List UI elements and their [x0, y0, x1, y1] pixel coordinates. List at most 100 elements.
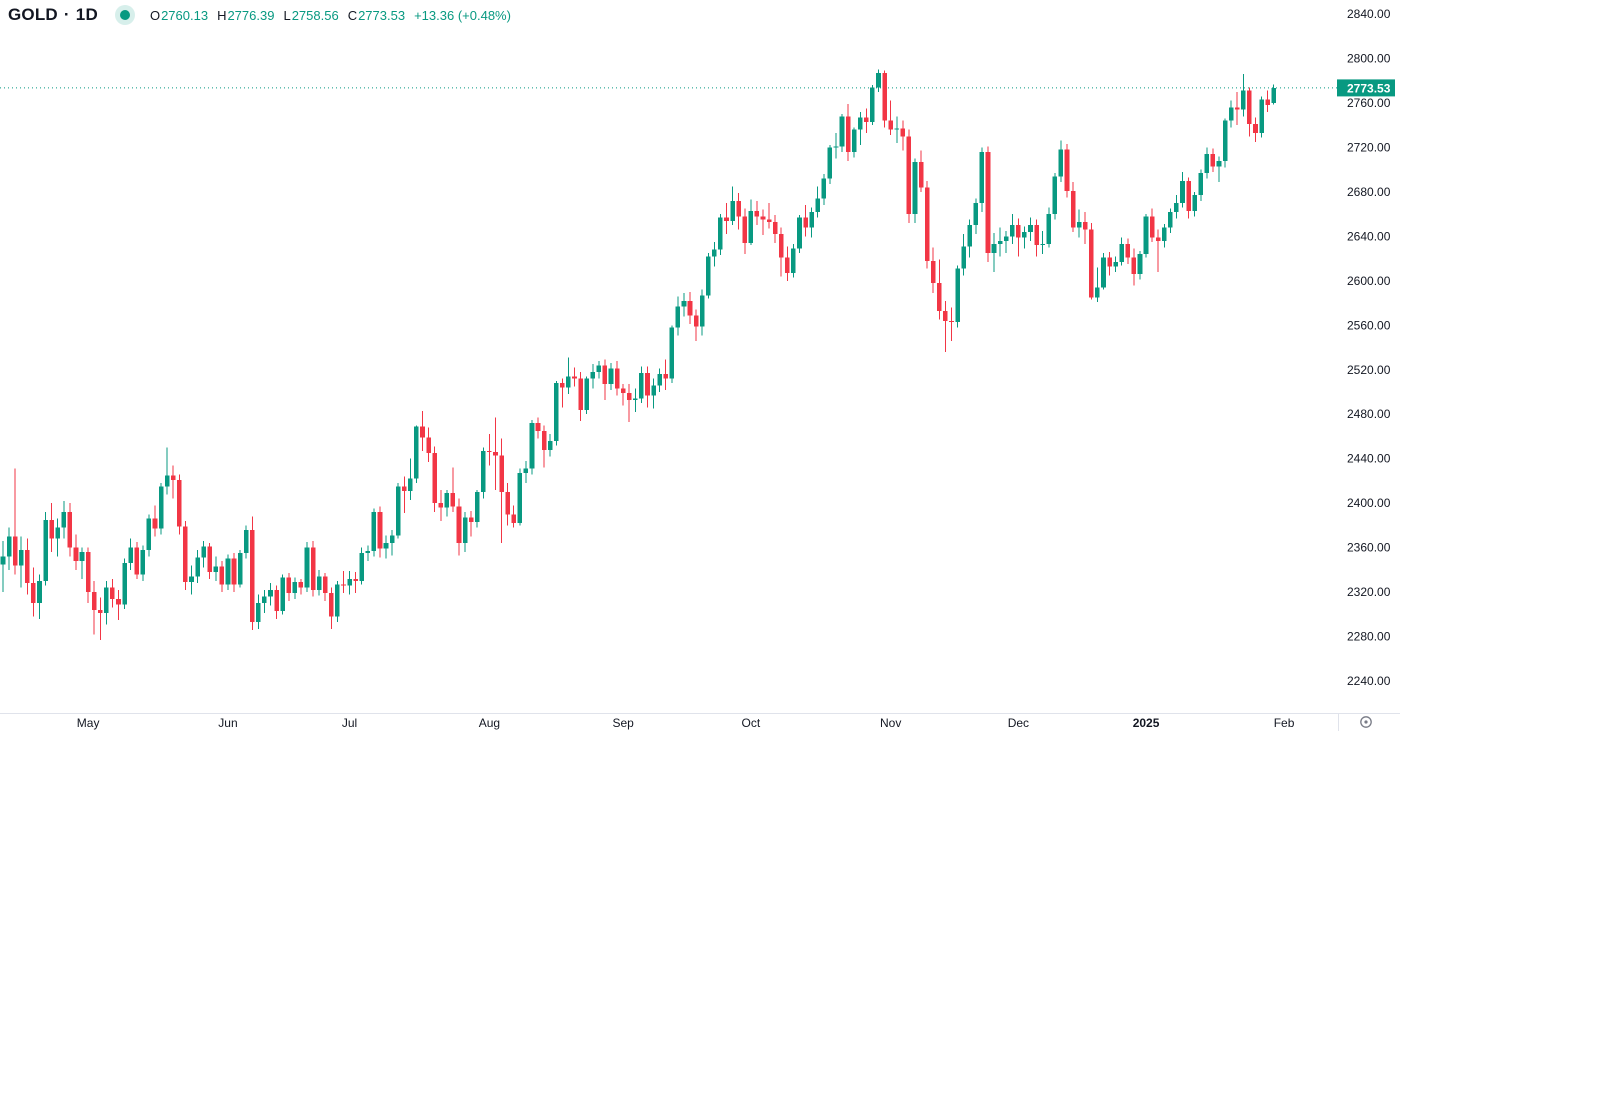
candle-body — [560, 383, 565, 388]
symbol-name[interactable]: GOLD — [8, 5, 58, 24]
candle-body — [499, 455, 504, 493]
candle-body — [1241, 90, 1246, 110]
candle-body — [821, 178, 827, 199]
candle — [225, 554, 231, 590]
candle-body — [900, 128, 906, 137]
candle-body — [985, 151, 991, 254]
candle — [55, 518, 61, 557]
candle — [596, 360, 602, 379]
candle-body — [49, 519, 54, 539]
candle-body — [639, 373, 644, 399]
candle-body — [906, 136, 912, 215]
candle-body — [1119, 244, 1125, 262]
candle-body — [1022, 231, 1027, 238]
candle — [110, 578, 115, 608]
candle — [973, 198, 979, 235]
candle — [967, 219, 973, 258]
time-axis[interactable]: May Jun Jul Aug Sep Oct Nov Dec 2025 Feb — [0, 714, 1338, 731]
settings-icon[interactable] — [1360, 716, 1372, 728]
candle — [122, 558, 127, 609]
series-marker-icon[interactable] — [114, 4, 136, 26]
candle-body — [18, 549, 24, 566]
candle-body — [864, 117, 869, 122]
candle — [183, 520, 188, 590]
candle — [705, 253, 711, 299]
candle-body — [912, 161, 918, 215]
candle-body — [718, 217, 723, 250]
candle — [322, 573, 328, 601]
candle — [1052, 172, 1058, 220]
candle-body — [608, 368, 614, 385]
candle-body — [675, 306, 681, 328]
candle — [1259, 96, 1264, 138]
candle — [505, 483, 510, 526]
candle — [1228, 100, 1234, 128]
candle — [389, 529, 395, 556]
candle-body — [365, 550, 371, 554]
candle-body — [347, 578, 352, 586]
candle-body — [243, 529, 249, 554]
time-tick-label: Jul — [342, 716, 357, 730]
candle-body — [414, 426, 419, 479]
settings-icon-dot — [1364, 720, 1368, 724]
candle — [645, 366, 650, 408]
candle — [633, 388, 638, 412]
candle — [43, 512, 48, 586]
candle-body — [1095, 287, 1100, 298]
candle — [614, 360, 620, 396]
candle — [249, 516, 255, 630]
candle-body — [195, 557, 200, 577]
candle-body — [687, 300, 693, 316]
candle-body — [523, 468, 529, 474]
candle-body — [1131, 257, 1137, 275]
candle — [876, 69, 881, 92]
candle-body — [1234, 107, 1240, 110]
candle — [943, 300, 948, 352]
candle — [833, 132, 839, 159]
candle — [408, 458, 413, 500]
candle — [937, 259, 942, 320]
candle — [12, 468, 18, 575]
candle — [1168, 208, 1173, 234]
candle-body — [845, 116, 851, 152]
candle — [456, 498, 462, 556]
candle — [1198, 169, 1204, 201]
time-tick-label: Nov — [880, 716, 901, 730]
candle-body — [839, 116, 845, 147]
candle — [316, 569, 322, 596]
candle — [1101, 253, 1106, 290]
candle-body — [487, 450, 492, 453]
candle — [1143, 214, 1149, 258]
candle-body — [359, 553, 365, 581]
candle — [1095, 267, 1100, 302]
candle-body — [876, 72, 881, 88]
candle-body — [1247, 90, 1252, 125]
price-axis[interactable]: 2840.00 2800.00 2760.00 2720.00 2680.00 2640.… — [1338, 0, 1400, 713]
candle-body — [1168, 211, 1173, 228]
candle — [359, 547, 365, 585]
candle-body — [1064, 149, 1070, 191]
candle — [1155, 229, 1161, 272]
candle-body — [547, 440, 553, 450]
candle — [547, 434, 553, 457]
candle — [821, 174, 827, 206]
chart-canvas[interactable]: 2840.00 2800.00 2760.00 2720.00 2680.00 2640.… — [0, 0, 1400, 731]
candle-body — [420, 426, 425, 438]
candle — [718, 214, 723, 256]
candle-body — [146, 518, 152, 550]
candle — [900, 120, 906, 151]
candle — [985, 146, 991, 262]
candle — [906, 129, 912, 224]
candle-body — [797, 217, 802, 249]
candle — [949, 307, 954, 341]
candle — [1131, 248, 1137, 286]
timeframe-label[interactable]: 1D — [75, 5, 98, 24]
candle-body — [973, 202, 979, 226]
candle — [918, 150, 924, 192]
candle — [930, 247, 936, 294]
candle-body — [268, 589, 273, 597]
candle — [1192, 191, 1197, 217]
candle-body — [870, 87, 875, 122]
candle-body — [152, 518, 158, 529]
candle — [207, 543, 213, 579]
